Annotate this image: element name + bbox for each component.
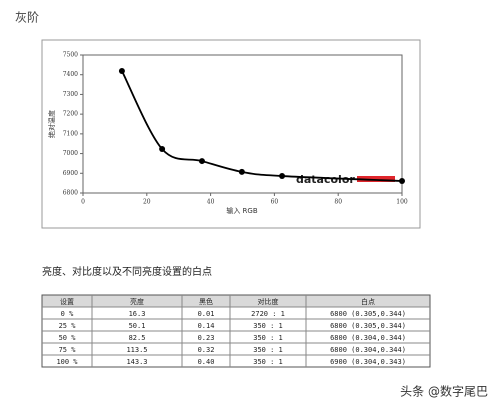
cell: 113.5: [126, 346, 147, 354]
header-cell: 设置: [60, 297, 74, 306]
point: [118, 67, 125, 74]
x-tick-label: 40: [207, 199, 215, 206]
watermark: 头条 @数字尾巴: [400, 384, 488, 399]
header-cell: 对比度: [258, 297, 279, 306]
cell: 0.32: [198, 346, 215, 354]
cell: 2720 : 1: [251, 310, 285, 318]
cell: 25 %: [59, 322, 77, 330]
x-tick-label: 60: [271, 199, 279, 206]
y-tick-label: 7000: [63, 150, 78, 157]
cell: 6800 (0.305,0.344): [330, 310, 406, 318]
x-tick-label: 0: [81, 199, 85, 206]
cell: 350 : 1: [253, 322, 283, 330]
cell: 82.5: [129, 334, 146, 342]
cell: 6800 (0.305,0.344): [330, 322, 406, 330]
y-tick-label: 7300: [63, 91, 78, 98]
cell: 75 %: [59, 346, 77, 354]
y-tick-label: 7500: [63, 52, 78, 59]
y-axis-label: 绝对温度: [47, 110, 56, 138]
x-tick-label: 20: [143, 199, 151, 206]
table: 设置 亮度 黑色 对比度 白点 0 % 16.3 0.01 2720 : 1 6800 (0.30…: [41, 294, 431, 368]
y-tick-label: 6900: [63, 170, 78, 177]
x-tick-label: 80: [334, 199, 342, 206]
line: [121, 70, 403, 182]
point: [238, 168, 245, 175]
y-tick-label: 7100: [63, 130, 78, 137]
cell: 0.14: [198, 322, 215, 330]
cell: 350 : 1: [253, 346, 283, 354]
point: [279, 173, 286, 180]
y-tick-label: 7200: [63, 111, 78, 118]
cell: 6800 (0.304,0.344): [330, 346, 406, 354]
cell: 6900 (0.304,0.343): [330, 358, 406, 366]
cell: 350 : 1: [253, 334, 283, 342]
cell: 16.3: [129, 310, 146, 318]
cell: 0 %: [61, 310, 74, 318]
logo-bar: [357, 176, 395, 182]
y-tick-label: 7400: [63, 71, 78, 78]
cell: 143.3: [126, 358, 147, 366]
table-header-bg: [42, 295, 430, 307]
cell: 50.1: [129, 322, 146, 330]
cell: 50 %: [59, 334, 77, 342]
cell: 100 %: [56, 358, 78, 366]
header-cell: 白点: [361, 297, 375, 306]
heading: 灰阶: [15, 11, 39, 25]
logo: datacolor: [296, 173, 355, 186]
cell: 350 : 1: [253, 358, 283, 366]
point: [399, 177, 405, 184]
cell: 6800 (0.304,0.344): [330, 334, 406, 342]
header-cell: 黑色: [199, 297, 213, 306]
point: [159, 146, 166, 153]
y-tick-label: 6800: [63, 190, 78, 197]
x-axis-label: 输入 RGB: [226, 206, 258, 215]
cell: 0.01: [198, 310, 215, 318]
point: [198, 158, 205, 165]
header-cell: 亮度: [130, 297, 144, 306]
table-title: 亮度、对比度以及不同亮度设置的白点: [42, 265, 212, 278]
cell: 0.40: [198, 358, 215, 366]
cell: 0.23: [198, 334, 215, 342]
x-tick-label: 100: [396, 199, 408, 206]
